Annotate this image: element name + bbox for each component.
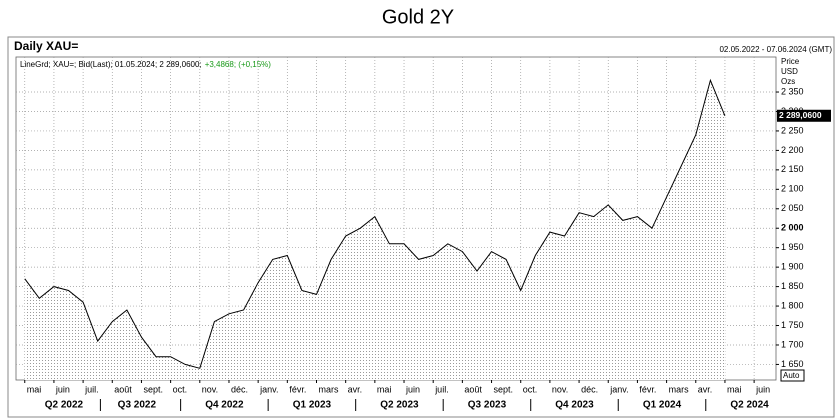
y-tick-label: 2 150 xyxy=(781,164,804,174)
x-tick-label: déc. xyxy=(231,384,248,394)
auto-button[interactable]: Auto xyxy=(783,371,800,380)
y-tick-label: 1 750 xyxy=(781,320,804,330)
x-tick-label: juin xyxy=(755,384,770,394)
quarter-label: Q4 2023 xyxy=(555,400,594,411)
x-tick-label: sept. xyxy=(143,384,163,394)
line xyxy=(24,78,726,369)
quarter-label: Q3 2022 xyxy=(118,400,157,411)
x-tick-label: mai xyxy=(377,384,392,394)
y-tick-label: 1 650 xyxy=(781,359,804,369)
x-tick-label: oct. xyxy=(523,384,538,394)
x-tick-label: août xyxy=(464,384,482,394)
y-tick-label: 2 050 xyxy=(781,203,804,213)
axis-title: USD xyxy=(781,67,798,76)
y-tick-label: 1 950 xyxy=(781,242,804,252)
x-tick-label: juin xyxy=(55,384,70,394)
quarter-label: Q2 2022 xyxy=(45,400,84,411)
y-tick-label: 2 100 xyxy=(781,184,804,194)
x-tick-label: févr. xyxy=(289,384,306,394)
last-value-label: 2 289,0600 xyxy=(779,110,822,120)
date-range: 02.05.2022 - 07.06.2024 (GMT) xyxy=(719,45,832,54)
x-tick-label: juin xyxy=(405,384,420,394)
x-tick-label: janv. xyxy=(259,384,278,394)
x-tick-label: nov. xyxy=(552,384,568,394)
x-tick-label: mai xyxy=(727,384,742,394)
info-line: LineGrd; XAU=; Bid(Last); 01.05.2024; 2 … xyxy=(20,60,271,69)
area xyxy=(24,80,725,381)
y-tick-label: 1 800 xyxy=(781,300,804,310)
x-tick-label: juil. xyxy=(84,384,99,394)
x-tick-label: oct. xyxy=(173,384,188,394)
x-tick-label: mai xyxy=(27,384,42,394)
last-value-box xyxy=(777,109,831,122)
x-tick-label: avr. xyxy=(698,384,713,394)
auto-button-box xyxy=(780,369,805,382)
x-tick-label: avr. xyxy=(348,384,363,394)
x-tick-label: août xyxy=(114,384,132,394)
x-tick-label: févr. xyxy=(639,384,656,394)
y-tick-label: 1 850 xyxy=(781,281,804,291)
chart-frame xyxy=(7,36,835,418)
x-tick-label: mars xyxy=(669,384,689,394)
y-tick-label: 2 200 xyxy=(781,145,804,155)
x-tick-label: sept. xyxy=(494,384,514,394)
axis-title: Ozs xyxy=(781,77,795,86)
y-tick-label: 2 350 xyxy=(781,86,804,96)
x-tick-label: juil. xyxy=(434,384,449,394)
x-tick-label: déc. xyxy=(581,384,598,394)
info-part: LineGrd; XAU=; Bid(Last); 01.05.2024; 2 … xyxy=(20,60,202,69)
axis-title: Price xyxy=(781,57,800,66)
y-tick-label: 1 900 xyxy=(781,262,804,272)
y-tick-label: 2 250 xyxy=(781,125,804,135)
y-tick-label: 1 700 xyxy=(781,339,804,349)
quarter-label: Q1 2024 xyxy=(643,400,682,411)
quarter-label: Q2 2024 xyxy=(730,400,769,411)
quarter-label: Q1 2023 xyxy=(293,400,332,411)
quarter-label: Q2 2023 xyxy=(380,400,419,411)
quarter-label: Q4 2022 xyxy=(205,400,244,411)
chart-subtitle: Daily XAU= xyxy=(14,39,78,53)
info-part: +3,4868; (+0,15%) xyxy=(205,60,272,69)
x-tick-label: mars xyxy=(318,384,338,394)
quarter-label: Q3 2023 xyxy=(468,400,507,411)
y-tick-label: 2 000 xyxy=(781,223,804,233)
chart-title: Gold 2Y xyxy=(382,6,454,28)
x-tick-label: nov. xyxy=(202,384,218,394)
x-tick-label: janv. xyxy=(609,384,628,394)
